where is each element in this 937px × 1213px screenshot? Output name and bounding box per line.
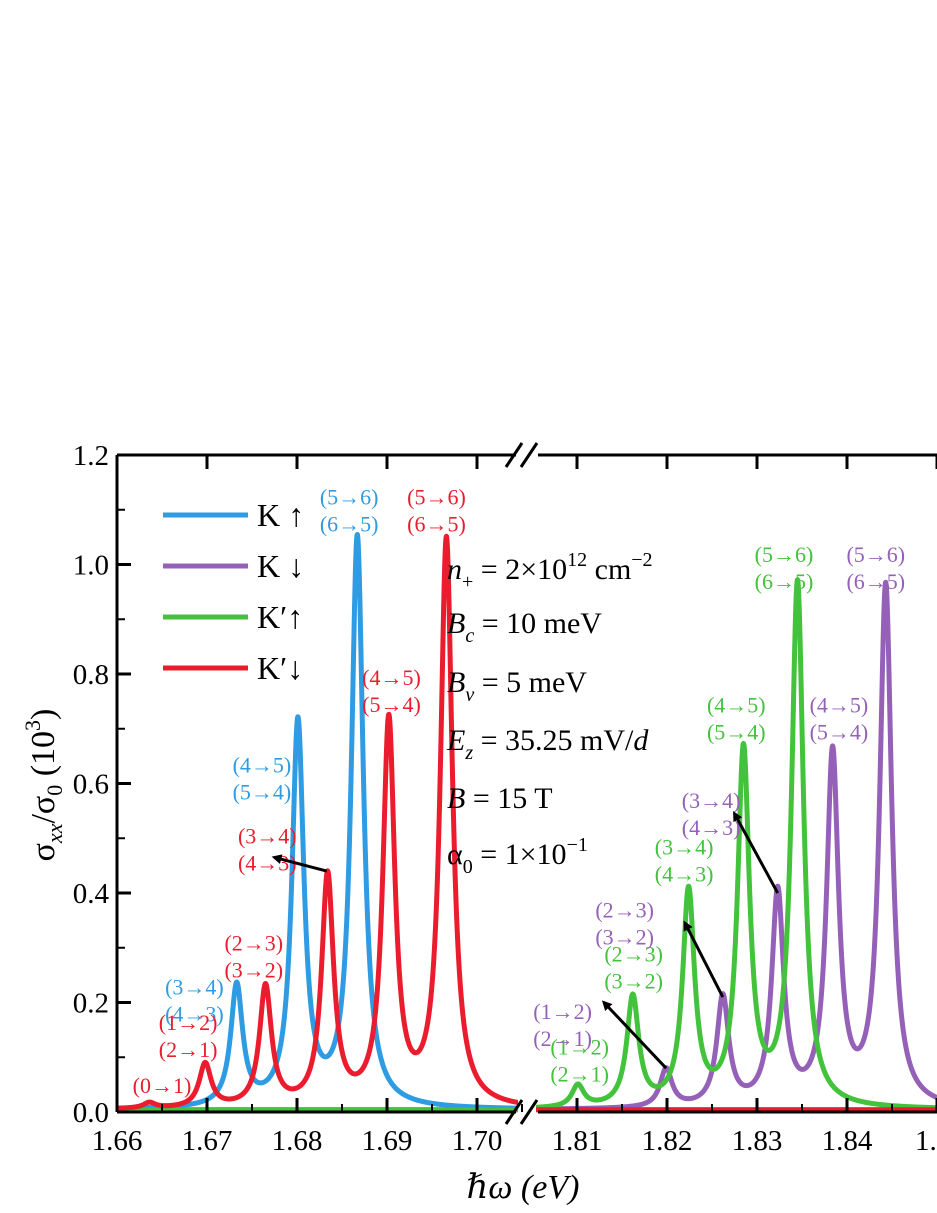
axis-break-mark-a-1 (504, 1099, 524, 1125)
axis-break-mark-b-0 (519, 442, 539, 468)
transition-label-10: (4→5) (5→4) (707, 692, 766, 744)
curves-layer (114, 532, 937, 1113)
transition-label-17: (2→3) (3→2) (595, 898, 654, 950)
y-tick-label-0: 0.0 (73, 1097, 109, 1129)
y-tick-label-1: 0.2 (73, 988, 109, 1020)
x-tick-label-0-2: 1.68 (272, 1125, 323, 1157)
series-line-2 (529, 577, 937, 1111)
x-tick-label-1-0: 1.81 (552, 1125, 603, 1157)
x-tick-label-0-3: 1.69 (362, 1125, 413, 1157)
param-b: B = 15 T (447, 782, 553, 815)
svg-text:σxx/σ0 (103): σxx/σ0 (103) (20, 709, 67, 862)
pointer-arrow-0 (271, 854, 328, 873)
x-tick-label-0-4: 1.70 (452, 1125, 503, 1157)
y-tick-label-6: 1.2 (73, 440, 109, 472)
y-tick-label-3: 0.6 (73, 769, 109, 801)
annotations-layer: (5→6) (6→5) (4→5) (5→4) (3→4) (4→3) (5→6) (6→5)… (133, 484, 905, 1098)
ticks-layer: 0.0 0.2 0.4 0.6 0.8 1.0 1.2 1.66 1.67 1.68 1.69 1.7… (73, 440, 937, 1157)
series-line-1 (529, 579, 937, 1112)
param-n-plus: n+ = 2×1012 cm−2 (447, 549, 653, 593)
pointer-arrow-1 (733, 810, 780, 894)
param-alpha: α0 = 1×10−1 (447, 834, 588, 878)
x-tick-label-1-4: 1.8 (915, 1125, 937, 1157)
param-ez: Ez = 35.25 mV/d (446, 724, 649, 764)
y-axis-title: σxx/σ0 (103) (20, 709, 67, 862)
legend-label-1: K ↓ (257, 548, 304, 584)
pointer-arrow-3 (601, 1000, 668, 1070)
transition-label-9: (5→6) (6→5) (755, 542, 814, 594)
y-tick-label-4: 0.8 (73, 659, 109, 691)
axis-break-mark-b-1 (519, 1099, 539, 1125)
legend-label-2: K′↑ (257, 599, 303, 635)
legend-label-0: K ↑ (257, 497, 304, 533)
y-tick-label-2: 0.4 (73, 878, 110, 910)
transition-label-18: (1→2) (2→1) (533, 999, 592, 1051)
transition-label-15: (4→5) (5→4) (810, 692, 869, 744)
x-tick-label-1-2: 1.83 (732, 1125, 783, 1157)
axis-break-mark-a-0 (504, 442, 524, 468)
transition-label-12: (2→3) (3→2) (604, 941, 663, 993)
transition-label-7: (1→2) (2→1) (159, 1010, 218, 1062)
transition-label-5: (3→4) (4→3) (238, 824, 297, 876)
legend: K ↑ K ↓ K′↑ K′↓ (163, 497, 304, 686)
legend-label-3: K′↓ (257, 650, 303, 686)
parameters-box: n+ = 2×1012 cm−2 Bc = 10 meV Bv = 5 meV … (446, 549, 653, 878)
arrows-layer (271, 810, 780, 1070)
transition-label-11: (3→4) (4→3) (655, 835, 714, 887)
transition-label-14: (5→6) (6→5) (846, 542, 905, 594)
x-axis-title: ℏω (eV) (467, 1169, 580, 1206)
transition-label-8: (0→1) (133, 1073, 192, 1098)
x-tick-label-0-1: 1.67 (182, 1125, 233, 1157)
transition-label-16: (3→4) (4→3) (682, 788, 741, 840)
y-tick-label-5: 1.0 (73, 550, 109, 582)
transition-label-0: (5→6) (6→5) (320, 484, 379, 536)
param-bv: Bv = 5 meV (447, 666, 587, 706)
transition-label-13: (1→2) (2→1) (550, 1035, 609, 1087)
transition-label-4: (4→5) (5→4) (362, 665, 421, 717)
pointer-arrow-2 (683, 920, 725, 998)
series-line-3 (114, 533, 525, 1111)
x-tick-label-0-0: 1.66 (92, 1125, 143, 1157)
x-tick-label-1-3: 1.84 (822, 1125, 873, 1157)
param-bc: Bc = 10 meV (447, 607, 602, 647)
transition-label-6: (2→3) (3→2) (224, 930, 283, 982)
transition-label-2: (3→4) (4→3) (165, 974, 224, 1026)
transition-label-3: (5→6) (6→5) (407, 484, 466, 536)
x-tick-label-1-1: 1.82 (642, 1125, 693, 1157)
transition-label-1: (4→5) (5→4) (233, 753, 292, 805)
